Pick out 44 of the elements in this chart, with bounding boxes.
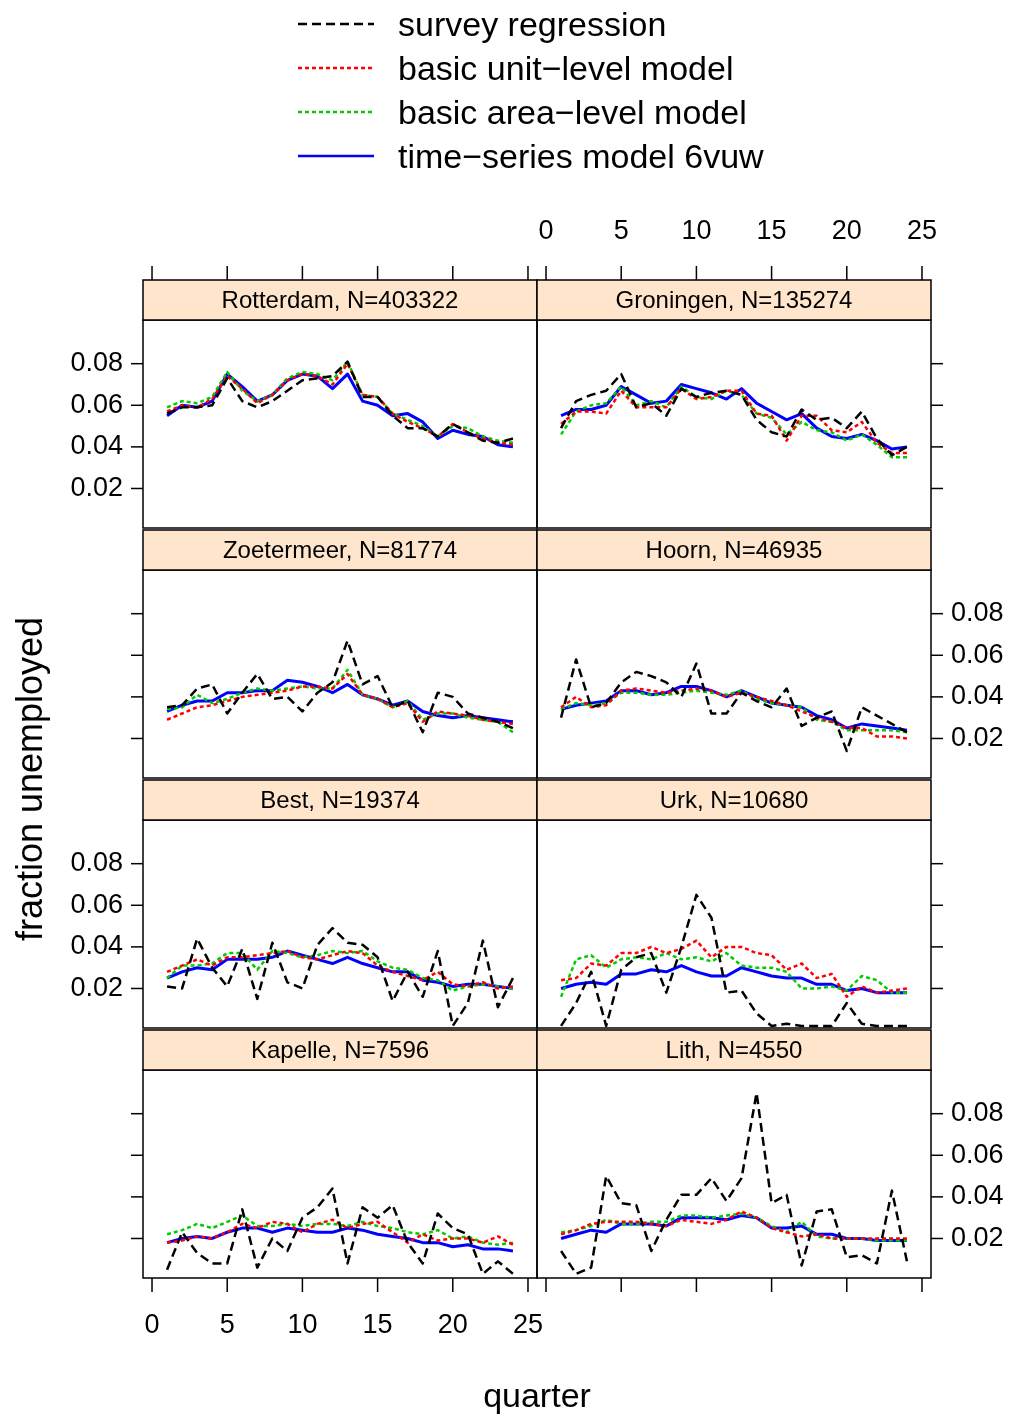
legend-label: basic unit−level model xyxy=(398,48,734,89)
x-tick-label: 25 xyxy=(906,215,937,246)
legend-label: survey regression xyxy=(398,4,667,45)
y-tick-label: 0.08 xyxy=(951,597,1004,628)
y-tick-label: 0.04 xyxy=(70,930,123,961)
chart-title: Lith, N=4550 xyxy=(665,1035,803,1063)
chart-title: Zoetermeer, N=81774 xyxy=(222,535,458,563)
x-tick-label: 10 xyxy=(681,215,712,246)
chart-title: Kapelle, N=7596 xyxy=(250,1035,430,1063)
line-series xyxy=(559,658,909,753)
chart-title: Groningen, N=135274 xyxy=(615,285,853,313)
line-series xyxy=(559,687,909,740)
x-tick-label: 5 xyxy=(613,215,629,246)
y-tick-label: 0.06 xyxy=(951,638,1004,669)
legend-label: time−series model 6vuw xyxy=(398,136,764,177)
x-tick-label: 10 xyxy=(287,1309,318,1340)
y-tick-label: 0.04 xyxy=(951,680,1004,711)
x-tick-label: 15 xyxy=(362,1309,393,1340)
x-tick-label: 15 xyxy=(756,215,787,246)
chart-title: Hoorn, N=46935 xyxy=(645,535,823,563)
x-tick-label: 20 xyxy=(831,215,862,246)
y-tick-label: 0.08 xyxy=(70,347,123,378)
legend-label: basic area−level model xyxy=(398,92,747,133)
x-tick-label: 20 xyxy=(437,1309,468,1340)
y-tick-label: 0.02 xyxy=(951,721,1004,752)
y-tick-label: 0.04 xyxy=(70,430,123,461)
y-tick-label: 0.02 xyxy=(70,471,123,502)
y-tick-label: 0.08 xyxy=(951,1097,1004,1128)
y-tick-label: 0.06 xyxy=(70,888,123,919)
y-tick-label: 0.02 xyxy=(70,971,123,1002)
y-axis-title: fraction unemployed xyxy=(9,616,51,942)
x-axis-title: quarter xyxy=(483,1375,591,1415)
x-tick-label: 0 xyxy=(144,1309,160,1340)
y-tick-label: 0.06 xyxy=(951,1138,1004,1169)
chart-title: Rotterdam, N=403322 xyxy=(221,285,459,313)
y-tick-label: 0.06 xyxy=(70,388,123,419)
x-tick-label: 5 xyxy=(219,1309,235,1340)
chart-title: Best, N=19374 xyxy=(260,785,420,813)
x-tick-label: 0 xyxy=(538,215,554,246)
y-tick-label: 0.02 xyxy=(951,1221,1004,1252)
y-tick-label: 0.08 xyxy=(70,847,123,878)
chart-title: Urk, N=10680 xyxy=(659,785,809,813)
x-tick-label: 25 xyxy=(512,1309,543,1340)
y-tick-label: 0.04 xyxy=(951,1180,1004,1211)
